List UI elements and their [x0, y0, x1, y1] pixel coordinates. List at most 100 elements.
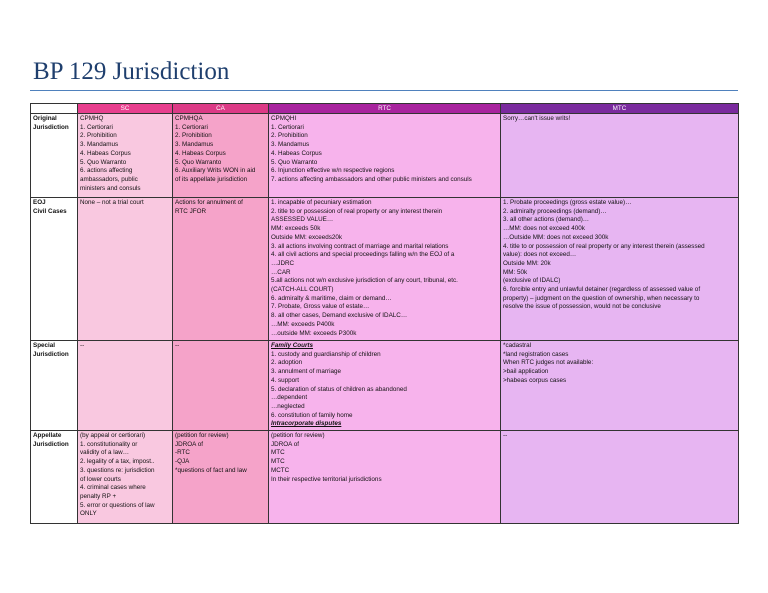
cell-line: 2. adoption	[271, 359, 303, 367]
cell-line: Sorry…can't issue writs!	[503, 115, 571, 122]
cell-line: MTC	[271, 458, 285, 466]
table-row: Special Jurisdiction -- -- Family Courts 1. c…	[30, 339, 739, 432]
cell-line: 1. incapable of pecuniary estimation	[271, 199, 372, 206]
cell-line: 1. Probate proceedings (gross estate val…	[503, 199, 632, 206]
cell-line: 1. custody and guardianship of children	[271, 350, 381, 358]
cell-line: In their respective territorial jurisdic…	[271, 475, 382, 483]
cell-line: Special	[33, 342, 56, 349]
cell-line: 2. admiralty proceedings (demand)…	[503, 207, 607, 215]
cell-line: property) – judgment on the question of …	[503, 294, 700, 302]
cell-line: 7. Probate, Gross value of estate…	[271, 303, 370, 311]
cell-line: 6. Auxiliary Writs WON in aid	[175, 167, 256, 175]
table-cell: Actions for annulment of RTC JFOR	[172, 197, 269, 341]
cell-line: Jurisdiction	[33, 440, 69, 448]
table-cell: CPMHQA 1. Certiorari 2. Prohibition 3. Mand…	[172, 113, 269, 198]
cell-line: When RTC judges not available:	[503, 359, 594, 367]
cell-line: 1. Certiorari	[80, 123, 113, 131]
cell-line: 4. Habeas Corpus	[80, 149, 131, 157]
cell-line: MCTC	[271, 466, 290, 474]
cell-line: MM: 50k	[503, 268, 528, 276]
cell-line: Family Courts	[271, 342, 313, 349]
cell-line: Civil Cases	[33, 207, 67, 215]
cell-line: validity of a law…	[80, 449, 129, 457]
cell-line: 2. Prohibition	[271, 132, 308, 140]
cell-line: EOJ	[33, 199, 46, 206]
cell-line: 4. support	[271, 376, 300, 384]
cell-line: 5. error or questions of law	[80, 501, 155, 509]
cell-line: …MM: exceeds P400k	[271, 320, 335, 328]
cell-line: --	[503, 432, 508, 440]
cell-line: MTC	[271, 449, 285, 457]
table-row: Original Jurisdiction CPMHQ 1. Certiorari 2.…	[30, 113, 739, 198]
table-body: Original Jurisdiction CPMHQ 1. Certiorari 2.…	[30, 113, 739, 525]
cell-line: 7. actions affecting ambassadors and oth…	[271, 175, 472, 183]
table-cell: --	[77, 339, 173, 432]
cell-line: 3. Mandamus	[271, 141, 310, 149]
cell-line: 3. all actions involving contract of mar…	[271, 242, 449, 250]
cell-line: 3. all other actions (demand)…	[503, 216, 590, 224]
cell-line: 6. Injunction effective w/n respective r…	[271, 167, 395, 175]
cell-line: 5.all actions not w/n exclusive jurisdic…	[271, 277, 458, 285]
cell-line: Jurisdiction	[33, 123, 69, 131]
cell-line: 5. declaration of status of children as …	[271, 385, 407, 393]
cell-line: …JDRC	[271, 259, 295, 267]
cell-line: *cadastral	[503, 342, 532, 349]
cell-line: …Outside MM: does not exceed 300k	[503, 233, 609, 241]
table-cell: 1. Probate proceedings (gross estate val…	[500, 197, 739, 341]
cell-line: ASSESSED VALUE…	[271, 216, 334, 224]
cell-line: 4. criminal cases where	[80, 484, 146, 492]
cell-line: 3. questions re: jurisdiction	[80, 466, 155, 474]
cell-line: --	[80, 342, 85, 349]
cell-line: ambassadors, public	[80, 175, 138, 183]
cell-line: ONLY	[80, 510, 97, 518]
cell-line: 4. Habeas Corpus	[271, 149, 322, 157]
table-cell: (petition for review) JDROA of -RTC -QJA *qu…	[172, 430, 269, 525]
cell-line: 2. title to or possession of real proper…	[271, 207, 443, 215]
cell-line: CPMHQ	[80, 115, 104, 122]
cell-line: 5. Quo Warranto	[175, 158, 222, 166]
cell-line: Outside MM: 20k	[503, 259, 551, 267]
header-corner	[30, 103, 78, 114]
cell-line: JDROA of	[175, 440, 203, 448]
cell-line: -QJA	[175, 458, 190, 466]
cell-line: 5. Quo Warranto	[80, 158, 127, 166]
cell-line: (petition for review)	[175, 432, 229, 440]
header-row: SC CA RTC MTC	[30, 103, 739, 114]
cell-line: CPMQHI	[271, 115, 297, 122]
cell-line: of lower courts	[80, 475, 121, 483]
cell-line: Original	[33, 115, 57, 122]
cell-line: 4. all civil actions and special proceed…	[271, 251, 455, 259]
row-label: Appellate Jurisdiction	[30, 430, 78, 525]
table-cell: *cadastral *land registration cases When R…	[500, 339, 739, 432]
cell-line: 6. actions affecting	[80, 167, 133, 175]
cell-line: 2. legality of a tax, impost..	[80, 458, 155, 466]
row-label: EOJ Civil Cases	[30, 197, 78, 341]
column-header: RTC	[268, 103, 501, 114]
table-cell: CPMHQ 1. Certiorari 2. Prohibition 3. Manda…	[77, 113, 173, 198]
cell-line: …MM: does not exceed 400k	[503, 225, 585, 233]
cell-line: Actions for annulment of	[175, 199, 243, 206]
cell-line: Intracorporate disputes	[271, 420, 342, 428]
cell-line: 2. Prohibition	[80, 132, 117, 140]
cell-line: 2. Prohibition	[175, 132, 212, 140]
cell-line: (by appeal or certiorari)	[80, 432, 146, 440]
row-label: Original Jurisdiction	[30, 113, 78, 198]
cell-line: 6. constitution of family home	[271, 411, 353, 419]
cell-line: 1. constitutionality or	[80, 440, 138, 448]
cell-line: 6. admiralty & maritime, claim or demand…	[271, 294, 392, 302]
table-row: EOJ Civil Cases None – not a trial court Ac…	[30, 197, 739, 341]
cell-line: …dependent	[271, 394, 308, 402]
table-cell: --	[500, 430, 739, 525]
cell-line: MM: exceeds 50k	[271, 225, 321, 233]
cell-line: JDROA of	[271, 440, 299, 448]
cell-line: (petition for review)	[271, 432, 325, 440]
column-header: CA	[172, 103, 269, 114]
cell-line: *questions of fact and law	[175, 466, 247, 474]
cell-line: >bail application	[503, 368, 549, 376]
table-cell: Family Courts 1. custody and guardianship…	[268, 339, 501, 432]
cell-line: RTC JFOR	[175, 207, 207, 215]
cell-line: …outside MM: exceeds P300k	[271, 329, 357, 337]
cell-line: resolve the issue of possession, would n…	[503, 303, 661, 311]
cell-line: 3. Mandamus	[175, 141, 214, 149]
page-title: BP 129 Jurisdiction	[33, 58, 230, 85]
